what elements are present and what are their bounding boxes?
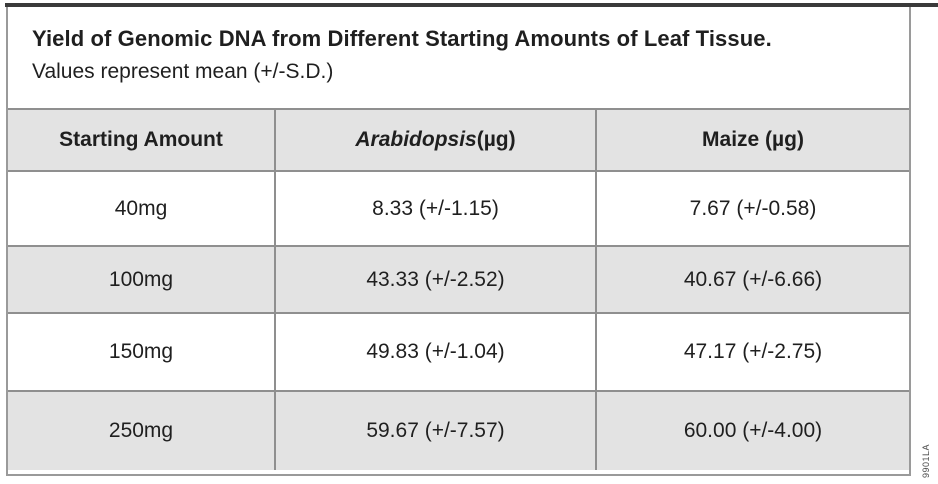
table-header-row: Starting Amount Arabidopsis (µg) Maize (… xyxy=(8,110,909,170)
cell-starting-amount: 40mg xyxy=(114,196,168,220)
cell-arabidopsis-yield: 49.83 (+/-1.04) xyxy=(274,314,595,390)
header-maize: Maize (µg) xyxy=(595,110,909,170)
cell-maize-yield: 40.67 (+/-6.66) xyxy=(595,247,909,312)
figure-part-number: 9901LA xyxy=(921,443,931,478)
figure-subtitle: Values represent mean (+/-S.D.) xyxy=(32,60,334,83)
figure-title: Yield of Genomic DNA from Different Star… xyxy=(32,26,772,51)
table-row: 250mg 59.67 (+/-7.57) 60.00 (+/-4.00) xyxy=(8,390,909,470)
table-row: 100mg 43.33 (+/-2.52) 40.67 (+/-6.66) xyxy=(8,245,909,312)
header-arabidopsis-unit: (µg) xyxy=(476,128,516,151)
cell-arabidopsis-yield: 59.67 (+/-7.57) xyxy=(274,392,595,470)
cell-starting-amount: 250mg xyxy=(108,419,174,442)
table-row: 40mg 8.33 (+/-1.15) 7.67 (+/-0.58) xyxy=(8,170,909,245)
cell-maize-yield: 7.67 (+/-0.58) xyxy=(595,172,909,245)
header-starting-amount: Starting Amount xyxy=(59,128,223,151)
yield-table: Starting Amount Arabidopsis (µg) Maize (… xyxy=(8,108,909,470)
yield-table-figure: Yield of Genomic DNA from Different Star… xyxy=(6,7,911,476)
cell-starting-amount: 100mg xyxy=(108,267,174,291)
cell-maize-yield: 60.00 (+/-4.00) xyxy=(595,392,909,470)
cell-arabidopsis-yield: 8.33 (+/-1.15) xyxy=(274,172,595,245)
cell-maize-yield: 47.17 (+/-2.75) xyxy=(595,314,909,390)
figure-title-block: Yield of Genomic DNA from Different Star… xyxy=(8,7,909,108)
cell-arabidopsis-yield: 43.33 (+/-2.52) xyxy=(274,247,595,312)
figure-top-rule xyxy=(5,3,938,7)
table-row: 150mg 49.83 (+/-1.04) 47.17 (+/-2.75) xyxy=(8,312,909,390)
cell-starting-amount: 150mg xyxy=(108,340,174,363)
header-arabidopsis-species: Arabidopsis xyxy=(355,128,477,151)
header-arabidopsis: Arabidopsis (µg) xyxy=(274,110,595,170)
